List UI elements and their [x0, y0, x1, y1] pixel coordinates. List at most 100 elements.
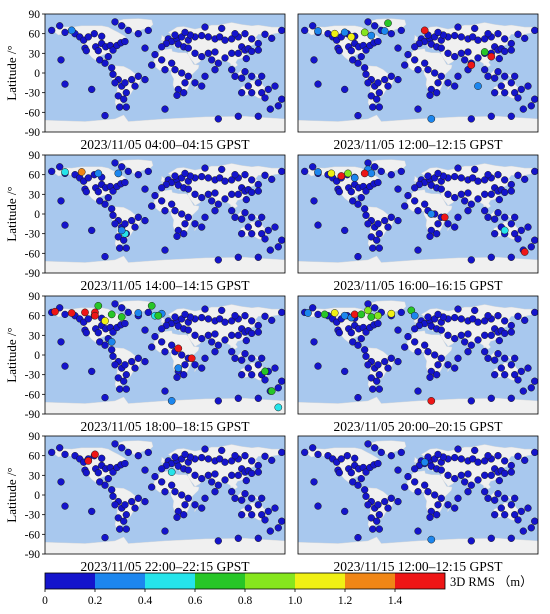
- station-point: [56, 163, 64, 171]
- station-point: [211, 48, 219, 56]
- station-point: [271, 223, 279, 231]
- station-point: [514, 30, 522, 38]
- station-point: [437, 326, 445, 334]
- station-point: [238, 74, 246, 82]
- station-point: [501, 72, 509, 80]
- station-point: [198, 364, 206, 372]
- station-point: [424, 488, 432, 496]
- station-point: [254, 112, 262, 120]
- station-point: [309, 444, 317, 452]
- station-point: [184, 466, 192, 474]
- station-point: [91, 450, 99, 459]
- station-point: [248, 469, 256, 478]
- station-point: [241, 312, 249, 320]
- station-point: [181, 220, 189, 228]
- station-point: [274, 403, 283, 412]
- station-point: [109, 70, 117, 78]
- station-point: [274, 524, 282, 532]
- station-point: [254, 501, 262, 509]
- station-point: [116, 244, 124, 252]
- station-point: [211, 66, 219, 74]
- station-point: [511, 371, 519, 379]
- station-point: [148, 202, 156, 210]
- station-point: [158, 197, 166, 205]
- station-point: [431, 69, 439, 77]
- stations: [301, 300, 538, 405]
- station-point: [414, 488, 422, 496]
- station-point: [497, 82, 505, 90]
- panel-title: 2023/11/15 12:00–12:15 GPST: [333, 559, 503, 574]
- landmass: [298, 255, 538, 273]
- station-point: [484, 354, 492, 362]
- station-point: [375, 89, 383, 97]
- station-point: [377, 448, 385, 457]
- station-point: [491, 371, 499, 379]
- station-point: [117, 226, 126, 235]
- station-point: [320, 310, 329, 319]
- landmass: [45, 536, 285, 554]
- station-point: [464, 189, 472, 197]
- station-point: [369, 525, 377, 533]
- station-point: [524, 364, 532, 372]
- station-point: [104, 474, 112, 483]
- station-point: [238, 371, 246, 379]
- station-point: [201, 164, 209, 172]
- station-point: [184, 44, 192, 52]
- station-point: [531, 236, 538, 244]
- station-point: [414, 348, 422, 356]
- panel-title: 2023/11/05 04:00–04:15 GPST: [80, 137, 250, 152]
- station-point: [56, 444, 64, 452]
- station-point: [154, 311, 163, 320]
- station-point: [271, 504, 279, 512]
- station-point: [507, 220, 515, 228]
- station-point: [161, 387, 169, 395]
- station-point: [511, 72, 519, 80]
- station-point: [481, 176, 489, 184]
- station-point: [234, 253, 242, 261]
- station-point: [367, 233, 375, 241]
- station-point: [481, 457, 489, 465]
- station-point: [474, 82, 482, 90]
- station-point: [474, 195, 482, 203]
- station-point: [335, 188, 343, 196]
- station-point: [474, 177, 482, 185]
- panel-title: 2023/11/05 14:00–14:15 GPST: [80, 278, 250, 293]
- y-axis-label: Latitude /°: [4, 186, 19, 241]
- station-point: [184, 326, 192, 334]
- station-point: [228, 190, 236, 198]
- station-point: [121, 361, 129, 369]
- station-point: [173, 373, 181, 381]
- station-point: [514, 312, 522, 320]
- station-point: [524, 82, 532, 90]
- station-point: [258, 230, 266, 238]
- station-point: [481, 471, 489, 479]
- station-point: [181, 310, 189, 319]
- station-point: [314, 221, 322, 229]
- station-point: [426, 513, 434, 521]
- station-point: [414, 66, 422, 74]
- y-tick-label: -30: [25, 229, 41, 241]
- station-point: [214, 59, 222, 67]
- map-panel: 90 60 30 0 -30 -60 -90 Latitude /° 2023/11/05 14…: [4, 150, 286, 293]
- station-point: [484, 30, 492, 38]
- station-point: [128, 75, 136, 84]
- station-point: [241, 30, 249, 38]
- station-point: [461, 197, 469, 205]
- station-point: [314, 502, 322, 510]
- station-point: [218, 306, 226, 315]
- station-point: [521, 175, 529, 183]
- station-point: [351, 454, 359, 462]
- station-point: [433, 230, 441, 238]
- station-point: [101, 481, 109, 489]
- station-point: [520, 248, 529, 256]
- station-point: [268, 456, 276, 464]
- y-tick-label: 60: [29, 29, 41, 41]
- station-point: [362, 328, 370, 336]
- station-point: [231, 213, 239, 221]
- colorbar-bin: [295, 573, 345, 589]
- station-point: [116, 103, 124, 111]
- station-point: [501, 317, 509, 325]
- y-tick-label: 90: [29, 9, 41, 21]
- station-point: [374, 79, 382, 87]
- station-point: [364, 501, 372, 509]
